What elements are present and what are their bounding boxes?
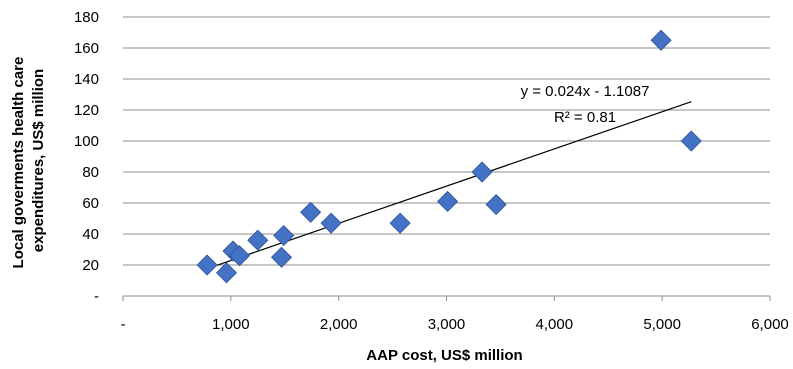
y-tick-label: 60 [82,195,99,212]
x-tick-label: 2,000 [320,316,358,333]
data-point [247,229,269,251]
trendline [206,101,692,270]
data-points [196,29,702,284]
x-tick-label: 4,000 [536,316,574,333]
x-tick-label: 3,000 [428,316,466,333]
data-point [228,245,251,267]
data-point [389,212,411,234]
data-point [196,254,218,276]
data-point [680,130,702,152]
data-point [437,190,459,213]
y-axis-title-line-1: Local goverments health care [10,57,27,269]
y-tick-label: 100 [74,133,99,150]
y-axis-title-line-2: expenditures, US$ million [30,69,47,252]
y-tick-label: 160 [74,40,99,57]
data-point [485,193,507,216]
x-axis-title: AAP cost, US$ million [366,347,522,364]
data-point [650,29,672,51]
x-tick-label: - [121,316,126,333]
trendline-r2: R² = 0.81 [554,109,616,126]
y-axis-ticks: - 20 40 60 80 100 120 140 160 180 [74,9,99,305]
data-point [273,224,295,247]
x-tick-label: 5,000 [643,316,681,333]
y-tick-label: - [94,288,99,305]
y-tick-label: 80 [82,164,99,181]
x-tick-label: 1,000 [212,316,250,333]
y-axis-title: Local goverments health care expenditure… [10,53,47,269]
y-tick-label: 40 [82,226,99,243]
data-point [270,246,293,268]
grid-lines [123,16,770,266]
data-point [215,262,238,284]
data-point [300,201,322,223]
data-point [320,212,342,234]
x-tick-label: 6,000 [751,316,789,333]
x-axis-ticks: - 1,000 2,000 3,000 4,000 5,000 6,000 [121,296,789,333]
y-tick-label: 120 [74,102,99,119]
y-tick-label: 20 [82,257,99,274]
trendline-equation: y = 0.024x - 1.1087 [521,83,650,100]
y-tick-label: 180 [74,9,99,26]
y-tick-label: 140 [74,71,99,88]
data-point [471,161,493,183]
